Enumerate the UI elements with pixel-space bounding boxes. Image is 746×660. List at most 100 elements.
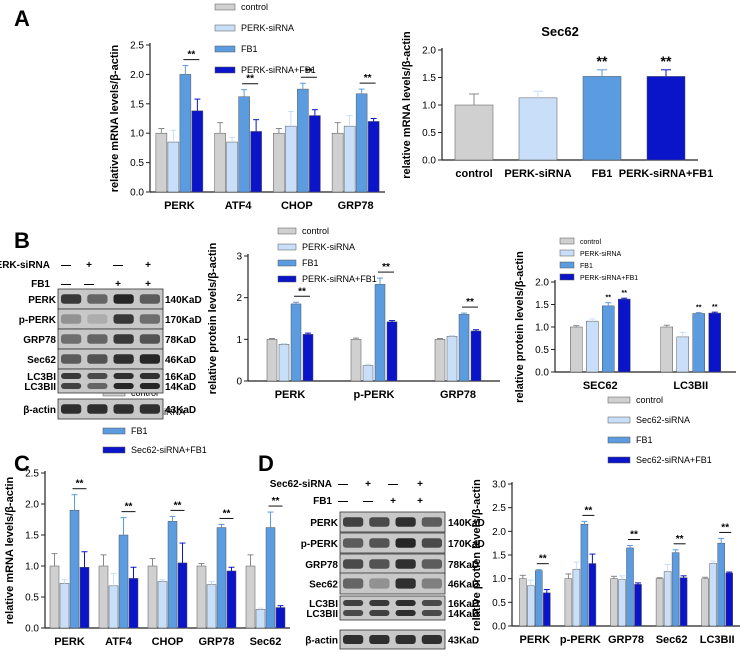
blot-band xyxy=(113,373,134,379)
significance-label: ** xyxy=(597,53,608,69)
legend-swatch xyxy=(214,3,236,11)
bar xyxy=(535,570,543,627)
blot-size-label: 46KaD xyxy=(448,580,479,591)
blot-band xyxy=(421,600,442,606)
legend-swatch xyxy=(277,275,297,283)
blot-band xyxy=(139,383,160,389)
blot-protein-label: GRP78 xyxy=(305,560,338,571)
blot-band xyxy=(61,314,82,324)
legend-swatch xyxy=(559,249,575,257)
blot-box xyxy=(339,572,446,595)
bar xyxy=(214,132,226,193)
treatment-mark: + xyxy=(145,279,151,290)
blot-band xyxy=(369,610,390,616)
category-label: PERK xyxy=(54,636,85,648)
legend-label: PERK-siRNA xyxy=(241,23,294,33)
bar xyxy=(602,305,615,373)
treatment-label: PERK-siRNA xyxy=(0,260,50,271)
treatment-mark: — xyxy=(338,496,348,507)
treatment-label: Sec62-siRNA xyxy=(270,479,332,490)
bar xyxy=(226,141,238,193)
legend-swatch xyxy=(102,446,126,454)
significance-label: ** xyxy=(272,496,280,507)
y-axis-label: relative protien levels/β-actin xyxy=(471,479,483,631)
category-label: p-PERK xyxy=(560,634,601,646)
blot-protein-label: LC3BI xyxy=(309,599,338,610)
category-label: GRP78 xyxy=(608,634,644,646)
legend-label: Sec62-siRNA+FB1 xyxy=(636,455,712,465)
y-tick-label: 0 xyxy=(236,377,242,388)
bar xyxy=(692,313,705,373)
blot-band xyxy=(343,600,364,606)
y-tick-label: 1.0 xyxy=(492,574,506,585)
blot-box xyxy=(339,629,446,650)
bar xyxy=(676,336,689,373)
blot-band xyxy=(369,559,390,569)
legend-swatch xyxy=(214,24,236,32)
blot-band xyxy=(343,578,364,589)
treatment-mark: + xyxy=(86,260,92,271)
bar xyxy=(454,104,494,161)
legend-swatch xyxy=(559,273,575,281)
legend-label: PERK-siRNA xyxy=(302,242,355,252)
blot-band xyxy=(61,383,82,389)
treatment-mark: + xyxy=(417,496,423,507)
y-tick-label: 1.5 xyxy=(130,99,144,110)
bar xyxy=(701,578,709,627)
treatment-mark: — xyxy=(84,279,94,290)
treatment-mark: — xyxy=(113,260,123,271)
bar xyxy=(527,585,535,627)
legend-swatch xyxy=(102,427,126,435)
treatment-mark: + xyxy=(390,496,396,507)
blot-protein-label: GRP78 xyxy=(23,335,56,346)
bar xyxy=(434,339,446,382)
bar xyxy=(196,565,207,629)
significance-label: ** xyxy=(622,290,628,297)
blot-band xyxy=(343,538,364,548)
legend-label: FB1 xyxy=(131,426,148,436)
blot-band xyxy=(421,517,442,527)
blot-size-label: 43KaD xyxy=(165,405,196,416)
blot-band xyxy=(113,354,134,364)
blot-size-label: 170KaD xyxy=(448,539,485,550)
bar xyxy=(343,125,356,193)
bar xyxy=(128,578,139,629)
blot-band xyxy=(139,354,160,364)
blot-band xyxy=(113,404,134,414)
bar xyxy=(147,565,158,629)
blot-band xyxy=(61,294,82,304)
blot-band xyxy=(421,559,442,569)
bar xyxy=(374,284,386,382)
significance-label: ** xyxy=(382,262,390,273)
significance-label: ** xyxy=(223,508,231,519)
blot-size-label: 78KaD xyxy=(448,560,479,571)
blot-box xyxy=(57,368,164,394)
y-axis-label: relative protein levels/β-actin xyxy=(207,242,219,394)
y-tick-label: 1.0 xyxy=(422,101,436,112)
y-tick-label: 0.0 xyxy=(422,156,436,167)
bar xyxy=(69,509,80,629)
blot-box xyxy=(339,532,446,554)
bar xyxy=(302,334,314,382)
significance-label: ** xyxy=(466,297,474,308)
significance-label: ** xyxy=(712,304,718,311)
bar xyxy=(255,609,266,629)
bar xyxy=(646,76,686,161)
category-label: PERK xyxy=(520,634,551,646)
category-label: p-PERK xyxy=(354,389,395,401)
category-label: LC3BII xyxy=(673,380,708,392)
y-tick-label: 2 xyxy=(236,293,242,304)
bar xyxy=(206,584,217,629)
treatment-mark: + xyxy=(145,260,151,271)
y-tick-label: 2.0 xyxy=(535,278,549,289)
y-tick-label: 2.0 xyxy=(422,46,436,57)
blot-protein-label: PERK xyxy=(310,518,339,529)
bar xyxy=(331,132,344,193)
legend-swatch xyxy=(277,259,297,267)
blot-band xyxy=(395,600,416,606)
significance-label: ** xyxy=(539,554,547,565)
legend-label: Sec62-siRNA+FB1 xyxy=(131,445,207,455)
bar xyxy=(663,571,672,627)
legend-label: control xyxy=(302,226,329,236)
